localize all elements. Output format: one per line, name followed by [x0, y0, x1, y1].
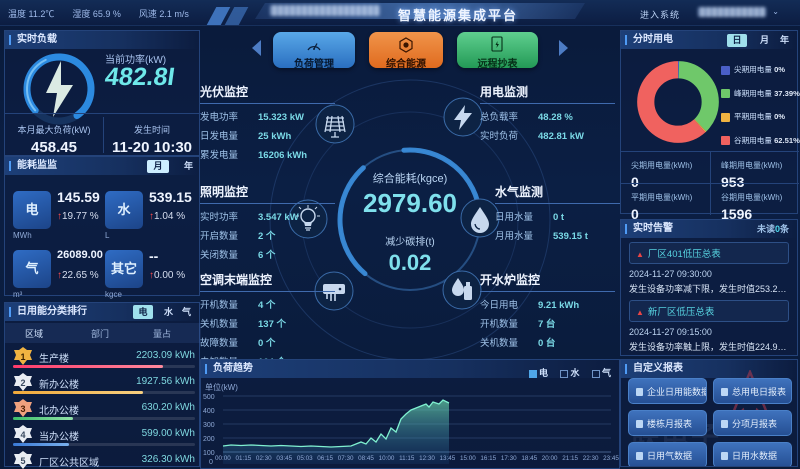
- svg-text:300: 300: [203, 422, 215, 429]
- svg-text:200: 200: [203, 436, 215, 443]
- svg-text:1: 1: [20, 352, 25, 362]
- svg-text:2: 2: [20, 378, 25, 388]
- svg-text:0: 0: [209, 459, 213, 466]
- svg-text:5: 5: [20, 456, 25, 466]
- svg-text:400: 400: [203, 408, 215, 415]
- svg-text:4: 4: [20, 430, 25, 440]
- svg-text:3: 3: [20, 404, 25, 414]
- svg-text:500: 500: [203, 394, 215, 401]
- svg-text:100: 100: [203, 450, 215, 457]
